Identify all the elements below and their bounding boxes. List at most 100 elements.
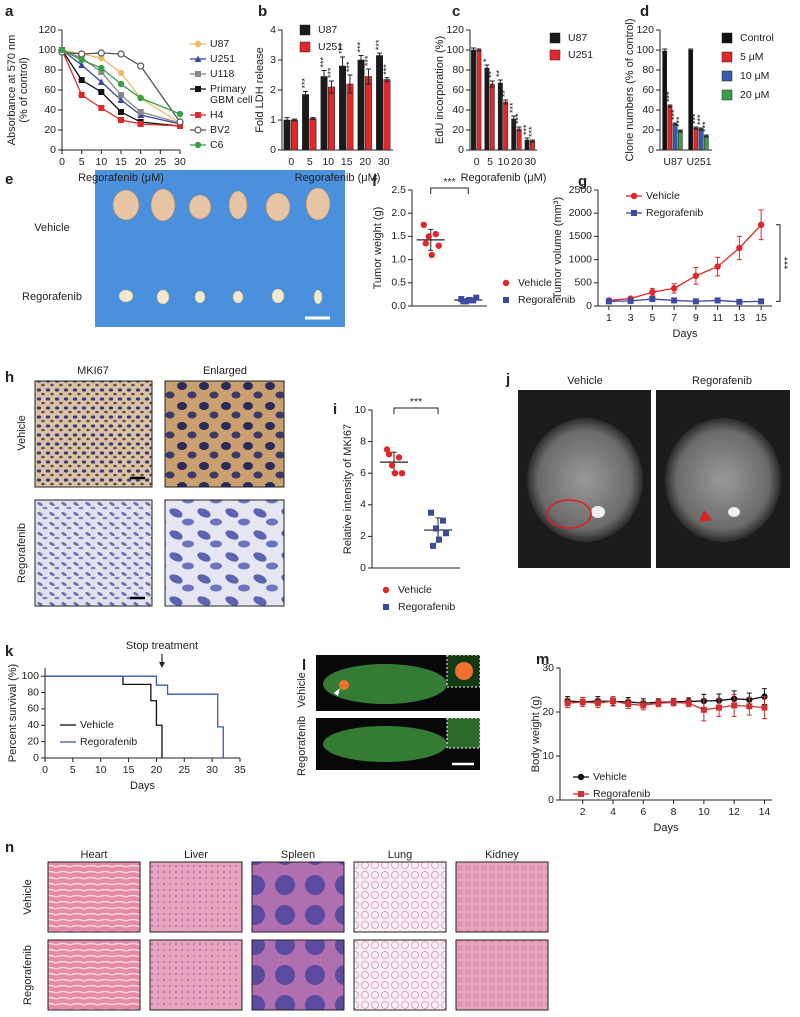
tumor-signal [339,680,349,690]
significance-label: *** [782,257,794,269]
panel-label: a [5,3,14,20]
panel-j: j Vehicle Regorafenib [505,371,790,568]
marker [605,298,612,305]
marker [420,221,427,228]
significance-label: *** [508,102,518,113]
marker [78,61,86,68]
bar [471,49,476,151]
panel-label: i [333,401,337,418]
bar [328,86,335,151]
marker [176,110,184,118]
y-tick-label: 20 [27,735,39,747]
y-axis-label: Clone numbers (% of control) [624,18,636,161]
marker [98,54,105,62]
y-tick-label: 0 [360,562,366,574]
series-line [608,298,762,303]
row-label: Vehicle [34,222,69,234]
marker [640,702,647,709]
y-axis-label: Fold LDH release [254,47,266,133]
y-axis-label: Tumor volume (mm³) [552,197,564,299]
marker [137,62,145,70]
legend-label: U87 [210,38,229,50]
x-tick-label: 20 [359,156,371,168]
x-tick-label: 10 [698,806,710,818]
panel-label: d [640,3,649,20]
marker [433,525,439,532]
annotation-arrowhead [159,662,165,668]
y-tick-label: 100 [21,670,39,682]
y-tick-label: 6 [360,467,366,479]
panel-label: j [505,371,510,388]
x-axis-label: Regorafenib (μM) [461,172,547,184]
x-tick-label: 0 [474,156,480,168]
y-tick-label: 20 [452,124,464,136]
panel-n: n Heart Liver Spleen Lung Kidney Vehicle… [5,839,549,1011]
y-tick-label: 20 [542,706,554,718]
significance-label: *** [664,91,674,102]
x-tick-label: 0 [42,764,48,776]
marker [388,462,396,469]
significance-label: *** [513,113,523,124]
bar [489,83,495,151]
row-label: Regorafenib [16,523,28,583]
legend-label: Vehicle [646,190,680,202]
legend-label: Regorafenib [398,601,455,613]
x-tick-label: U251 [686,156,711,168]
y-tick-label: 100 [636,44,654,56]
legend-label: BV2 [210,124,230,136]
marker [137,109,144,115]
bar [476,49,482,151]
y-tick-label: 20 [44,124,56,136]
bar [365,76,372,151]
y-tick-label: 10 [542,750,554,762]
marker [578,791,584,797]
bar [516,128,522,151]
marker [98,64,105,72]
marker [428,509,434,516]
marker [736,298,743,305]
inset [446,717,481,749]
legend-label: Vehicle [398,584,432,596]
marker [630,192,638,200]
x-tick-label: 5 [487,156,493,168]
column-label: Liver [184,849,208,861]
inset [446,654,481,688]
column-label: Heart [81,849,108,861]
legend-label: Regorafenib [646,207,703,219]
x-tick-label: 1 [606,312,612,324]
x-axis-label: Days [653,822,679,834]
x-tick-label: 10 [95,156,107,168]
marker [117,80,125,88]
marker [466,296,473,303]
y-tick-label: 2 [360,530,366,542]
y-axis-label: Absorbance at 570 nm [6,35,18,146]
series-line [61,49,181,115]
row-label: Regorafenib [296,716,308,776]
marker [391,470,399,477]
y-tick-label: 0 [458,144,464,156]
marker [436,536,442,543]
legend-label: U251 [318,41,343,53]
y-tick-label: 120 [446,24,464,36]
y-tick-label: 80 [44,64,56,76]
legend-swatch [721,51,733,63]
bar [688,49,694,151]
tumors [112,187,331,222]
marker [425,233,432,240]
y-tick-label: 40 [452,104,464,116]
significance-label: *** [443,176,455,188]
marker [97,78,105,85]
fish [323,726,447,762]
significance-label: *** [374,39,384,50]
y-tick-label: 4 [270,24,276,36]
x-tick-label: 5 [307,156,313,168]
marker [746,703,753,710]
y-tick-label: 1000 [569,253,593,265]
x-tick-label: 0 [59,156,65,168]
significance-label: ** [495,69,505,77]
y-axis-label: (% of control) [18,57,30,122]
annotation: Stop treatment [126,640,198,652]
panel-label: l [302,657,306,674]
